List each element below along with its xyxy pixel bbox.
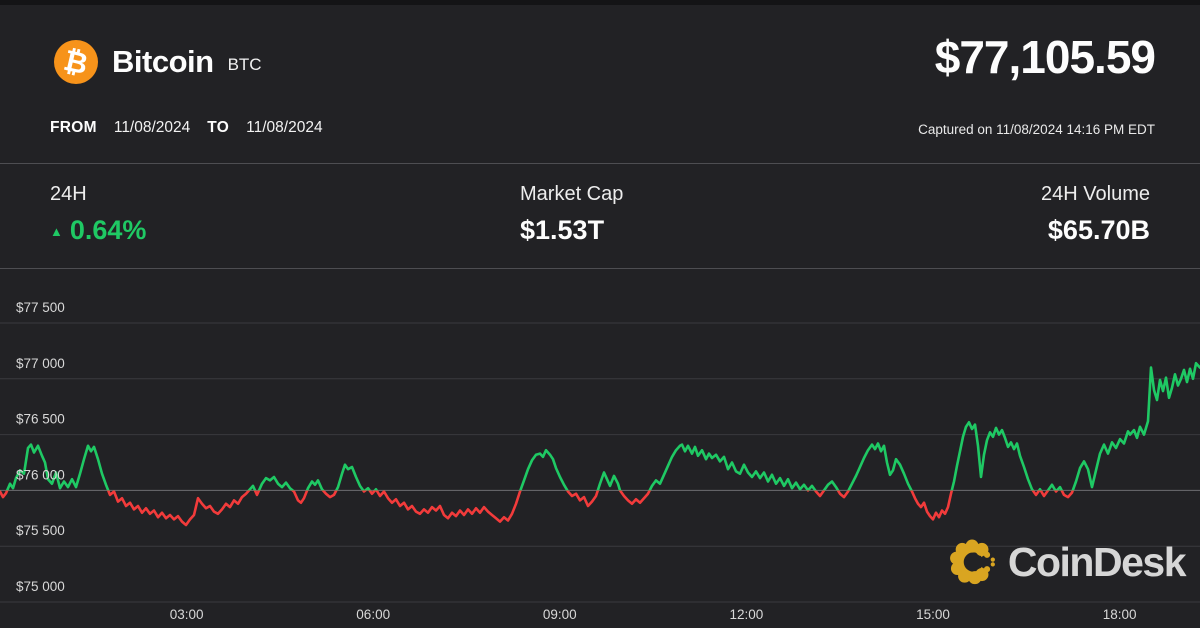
stat-24h-volume: 24H Volume $65.70B: [1041, 183, 1150, 246]
svg-text:$76 500: $76 500: [16, 412, 65, 427]
volume-label: 24H Volume: [1041, 183, 1150, 205]
svg-text:06:00: 06:00: [356, 607, 390, 622]
market-cap-label: Market Cap: [520, 183, 624, 205]
svg-text:03:00: 03:00: [170, 607, 204, 622]
svg-text:09:00: 09:00: [543, 607, 577, 622]
top-strip: [0, 0, 1200, 5]
coin-name: Bitcoin: [112, 44, 214, 79]
captured-timestamp: Captured on 11/08/2024 14:16 PM EDT: [918, 122, 1155, 137]
svg-text:$75 000: $75 000: [16, 579, 65, 594]
svg-text:$75 500: $75 500: [16, 523, 65, 538]
bitcoin-logo-icon: ₿: [54, 40, 98, 84]
coindesk-logo: CoinDesk: [947, 535, 1187, 589]
svg-text:18:00: 18:00: [1103, 607, 1137, 622]
from-label: FROM: [50, 119, 97, 136]
coin-header: ₿ Bitcoin BTC: [54, 40, 262, 84]
coin-symbol: BTC: [227, 54, 262, 74]
svg-text:$77 000: $77 000: [16, 356, 65, 371]
from-date: 11/08/2024: [113, 119, 191, 136]
current-price: $77,105.59: [934, 31, 1156, 83]
stat-24h-change: 24H ▲ 0.64%: [50, 183, 146, 246]
svg-text:15:00: 15:00: [916, 607, 950, 622]
svg-text:$76 000: $76 000: [16, 467, 65, 482]
stats-band: 24H ▲ 0.64% Market Cap $1.53T 24H Volume …: [0, 163, 1200, 269]
up-arrow-icon: ▲: [50, 224, 63, 239]
to-label: TO: [207, 119, 230, 136]
bitcoin-glyph: ₿: [60, 42, 92, 81]
stat-market-cap: Market Cap $1.53T: [520, 183, 623, 246]
market-cap-value: $1.53T: [520, 215, 605, 245]
svg-text:$77 500: $77 500: [16, 300, 65, 315]
coindesk-logo-text: CoinDesk: [1007, 538, 1187, 585]
change-percent: 0.64%: [69, 215, 147, 245]
change-label: 24H: [50, 183, 87, 205]
coindesk-logo-mark: [949, 539, 995, 585]
date-range: FROM 11/08/2024 TO 11/08/2024: [50, 119, 323, 137]
svg-text:12:00: 12:00: [730, 607, 764, 622]
change-value: ▲ 0.64%: [50, 215, 146, 246]
to-date: 11/08/2024: [246, 119, 323, 136]
volume-value: $65.70B: [1047, 215, 1150, 245]
